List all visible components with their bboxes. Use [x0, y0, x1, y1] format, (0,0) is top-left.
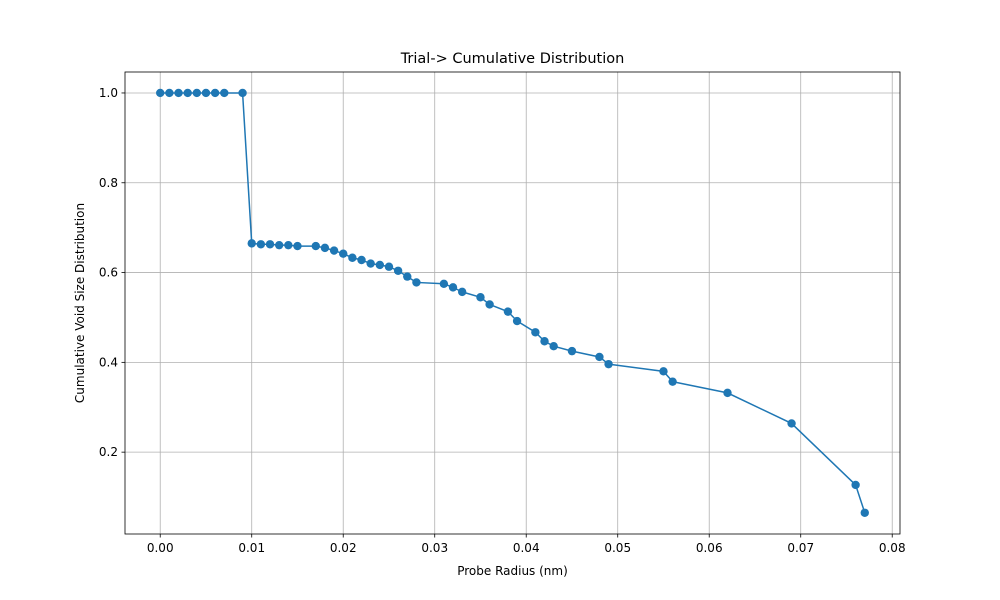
data-point: [476, 293, 485, 302]
data-point: [183, 88, 192, 98]
series-layer: [156, 88, 869, 517]
data-point: [448, 283, 458, 292]
data-point: [375, 260, 385, 270]
data-point: [274, 240, 284, 250]
data-point: [549, 341, 558, 351]
data-point: [174, 88, 183, 98]
data-point: [595, 352, 604, 362]
data-point: [503, 307, 513, 316]
data-point: [329, 246, 339, 255]
data-point: [265, 240, 275, 249]
x-tick-label: 0.04: [513, 541, 540, 555]
y-tick-label: 1.0: [99, 86, 118, 100]
data-point: [393, 266, 403, 275]
x-tick-label: 0.01: [238, 541, 265, 555]
grid-layer: [125, 72, 900, 534]
data-point: [412, 278, 421, 287]
data-point: [348, 253, 357, 262]
y-tick-label: 0.6: [99, 266, 118, 280]
y-axis-title: Cumulative Void Size Distribution: [73, 203, 87, 403]
ticks-layer: 0.00 0.01 0.02 0.03 0.04 0.05 0.06 0.07 0.08 0.2 0…: [99, 86, 906, 555]
x-axis-title: Probe Radius (nm): [457, 564, 568, 578]
data-point: [540, 337, 549, 346]
plot-frame: [124, 71, 901, 535]
data-point: [384, 262, 394, 271]
data-point: [723, 388, 732, 398]
data-point: [604, 359, 613, 369]
data-point: [567, 346, 577, 356]
plot-area-background: [125, 72, 900, 534]
data-point: [403, 272, 412, 281]
data-point: [485, 300, 494, 309]
data-point: [439, 279, 449, 288]
data-point: [201, 88, 211, 98]
data-point: [531, 328, 540, 337]
chart-title: Trial-> Cumulative Distribution: [400, 51, 625, 67]
data-point: [192, 88, 202, 98]
data-point: [220, 88, 229, 98]
x-tick-label: 0.07: [787, 541, 814, 555]
data-point: [851, 480, 860, 490]
y-tick-label: 0.4: [99, 355, 118, 369]
data-point: [357, 255, 366, 265]
x-tick-label: 0.08: [879, 541, 906, 555]
data-point: [210, 88, 220, 98]
data-point: [659, 367, 668, 376]
x-tick-label: 0.02: [330, 541, 357, 555]
y-tick-label: 0.8: [99, 176, 118, 190]
x-tick-label: 0.05: [604, 541, 631, 555]
data-point: [156, 88, 165, 98]
data-point: [787, 419, 796, 428]
data-point: [256, 240, 266, 249]
data-point: [238, 88, 247, 98]
data-point: [247, 239, 256, 248]
data-point: [293, 241, 302, 251]
data-point: [366, 259, 375, 268]
x-tick-label: 0.06: [696, 541, 723, 555]
data-point: [860, 508, 869, 517]
data-point: [284, 240, 293, 250]
data-point: [668, 377, 677, 386]
data-point: [457, 287, 467, 297]
data-point: [320, 243, 330, 253]
data-point: [165, 88, 174, 98]
x-tick-label: 0.03: [421, 541, 448, 555]
data-point: [512, 316, 522, 326]
data-point: [339, 249, 348, 258]
y-tick-label: 0.2: [99, 445, 118, 459]
data-point: [311, 241, 320, 251]
x-tick-label: 0.00: [147, 541, 174, 555]
series-line: [160, 92, 866, 513]
